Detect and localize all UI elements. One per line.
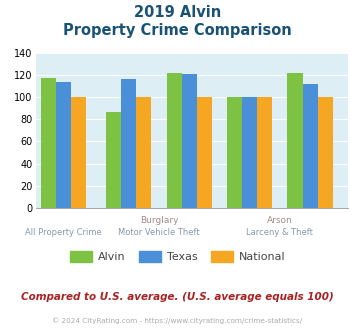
Text: Burglary: Burglary [140, 216, 178, 225]
Bar [136, 97, 151, 208]
Bar [197, 97, 212, 208]
Text: All Property Crime: All Property Crime [25, 228, 102, 237]
Bar [242, 97, 257, 208]
Legend: Alvin, Texas, National: Alvin, Texas, National [66, 247, 289, 267]
Bar [302, 84, 318, 208]
Text: Compared to U.S. average. (U.S. average equals 100): Compared to U.S. average. (U.S. average … [21, 292, 334, 302]
Bar [106, 112, 121, 208]
Bar [40, 78, 56, 208]
Bar [288, 73, 302, 208]
Bar [182, 74, 197, 208]
Bar [257, 97, 272, 208]
Text: 2019 Alvin: 2019 Alvin [134, 5, 221, 20]
Bar [56, 82, 71, 208]
Text: Arson: Arson [267, 216, 293, 225]
Text: Motor Vehicle Theft: Motor Vehicle Theft [118, 228, 200, 237]
Text: Property Crime Comparison: Property Crime Comparison [63, 23, 292, 38]
Text: Larceny & Theft: Larceny & Theft [246, 228, 313, 237]
Bar [166, 73, 182, 208]
Bar [71, 97, 86, 208]
Bar [318, 97, 333, 208]
Bar [227, 97, 242, 208]
Bar [121, 80, 136, 208]
Text: © 2024 CityRating.com - https://www.cityrating.com/crime-statistics/: © 2024 CityRating.com - https://www.city… [53, 317, 302, 324]
